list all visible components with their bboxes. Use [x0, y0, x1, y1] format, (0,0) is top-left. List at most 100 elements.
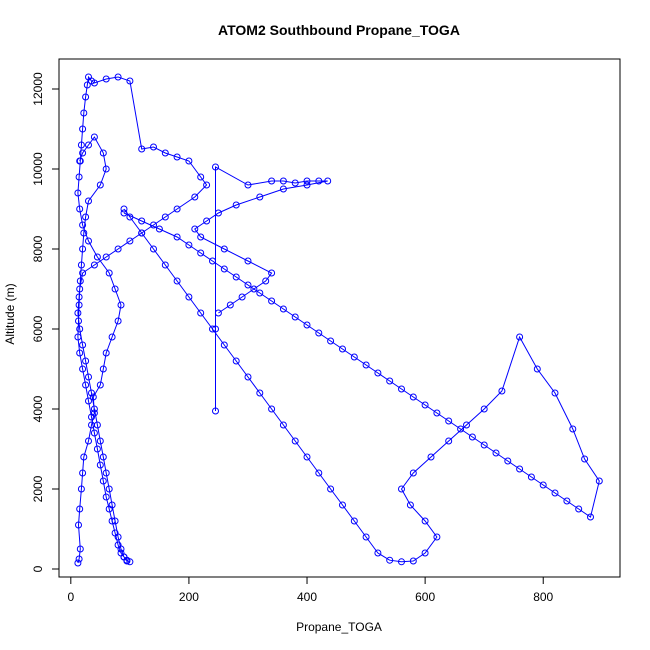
data-point	[226, 301, 234, 309]
data-point	[327, 485, 335, 493]
data-point	[102, 253, 110, 261]
data-point	[197, 233, 205, 241]
data-point	[445, 437, 453, 445]
data-point	[563, 497, 571, 505]
y-tick-label: 8000	[31, 235, 45, 262]
data-point	[102, 493, 110, 501]
data-point	[220, 245, 228, 253]
data-point	[303, 177, 311, 185]
data-point	[88, 413, 95, 421]
data-point	[89, 393, 97, 401]
data-point	[339, 501, 346, 509]
data-point	[279, 185, 287, 193]
series-line	[194, 166, 328, 411]
data-point	[220, 265, 228, 273]
data-point	[445, 417, 453, 425]
data-point	[398, 558, 405, 566]
data-point	[79, 221, 87, 229]
data-point	[150, 245, 157, 253]
data-point	[244, 373, 252, 381]
chart-title: ATOM2 Southbound Propane_TOGA	[218, 22, 460, 38]
data-point	[214, 209, 222, 217]
data-point	[83, 81, 91, 89]
data-point	[291, 313, 299, 321]
data-point	[76, 277, 84, 285]
y-axis-title: Altitude (m)	[3, 283, 17, 344]
data-point	[120, 553, 128, 561]
data-point	[409, 393, 417, 401]
data-point	[74, 189, 82, 197]
data-point	[79, 469, 87, 477]
data-point	[587, 513, 594, 521]
data-point	[111, 285, 119, 293]
data-point	[595, 477, 603, 485]
data-point	[77, 485, 85, 493]
data-point	[291, 437, 299, 445]
data-point	[262, 277, 270, 285]
data-point	[232, 273, 240, 281]
data-point	[527, 473, 535, 481]
data-point	[90, 429, 98, 437]
data-point	[374, 369, 382, 377]
data-point	[268, 177, 276, 185]
x-tick-label: 200	[179, 590, 199, 604]
data-point	[114, 245, 122, 253]
data-point	[569, 425, 577, 433]
data-point	[120, 205, 128, 213]
data-point	[539, 481, 547, 489]
data-point	[96, 437, 104, 445]
x-tick-label: 600	[415, 590, 435, 604]
data-point	[398, 385, 405, 393]
data-point	[105, 485, 113, 493]
data-point	[111, 517, 119, 525]
data-point	[102, 349, 110, 357]
data-point	[120, 209, 128, 217]
data-point	[102, 75, 110, 83]
series-line	[123, 208, 600, 563]
data-point	[468, 433, 476, 441]
data-point	[90, 405, 98, 413]
data-point	[409, 557, 417, 565]
x-tick-label: 800	[533, 590, 553, 604]
data-point	[88, 389, 95, 397]
data-point	[85, 237, 92, 245]
data-point	[191, 193, 199, 201]
data-point	[291, 179, 299, 187]
series-2	[191, 163, 332, 415]
data-point	[76, 349, 84, 357]
data-point	[232, 357, 240, 365]
data-point	[238, 293, 246, 301]
data-point	[350, 517, 358, 525]
data-point	[197, 173, 205, 181]
data-point	[80, 453, 88, 461]
data-point	[362, 533, 370, 541]
data-point	[74, 333, 82, 341]
data-point	[99, 453, 107, 461]
data-point	[99, 365, 107, 373]
data-point	[74, 309, 82, 317]
data-point	[279, 177, 287, 185]
data-point	[155, 225, 163, 233]
series-0	[74, 73, 211, 567]
data-point	[105, 269, 113, 277]
data-point	[398, 485, 405, 493]
data-point	[315, 177, 323, 185]
data-point	[93, 253, 101, 261]
data-point	[212, 325, 219, 333]
x-tick-label: 400	[297, 590, 317, 604]
data-point	[232, 201, 240, 209]
data-point	[220, 341, 228, 349]
data-point	[185, 157, 193, 165]
data-point	[161, 149, 169, 157]
data-point	[117, 301, 125, 309]
data-point	[76, 285, 84, 293]
data-point	[108, 517, 116, 525]
data-point	[256, 193, 264, 201]
data-point	[150, 143, 157, 151]
data-point	[93, 421, 101, 429]
data-point	[138, 229, 146, 237]
data-point	[303, 321, 311, 329]
data-point	[80, 229, 88, 237]
data-point	[551, 389, 559, 397]
data-point	[75, 317, 82, 325]
